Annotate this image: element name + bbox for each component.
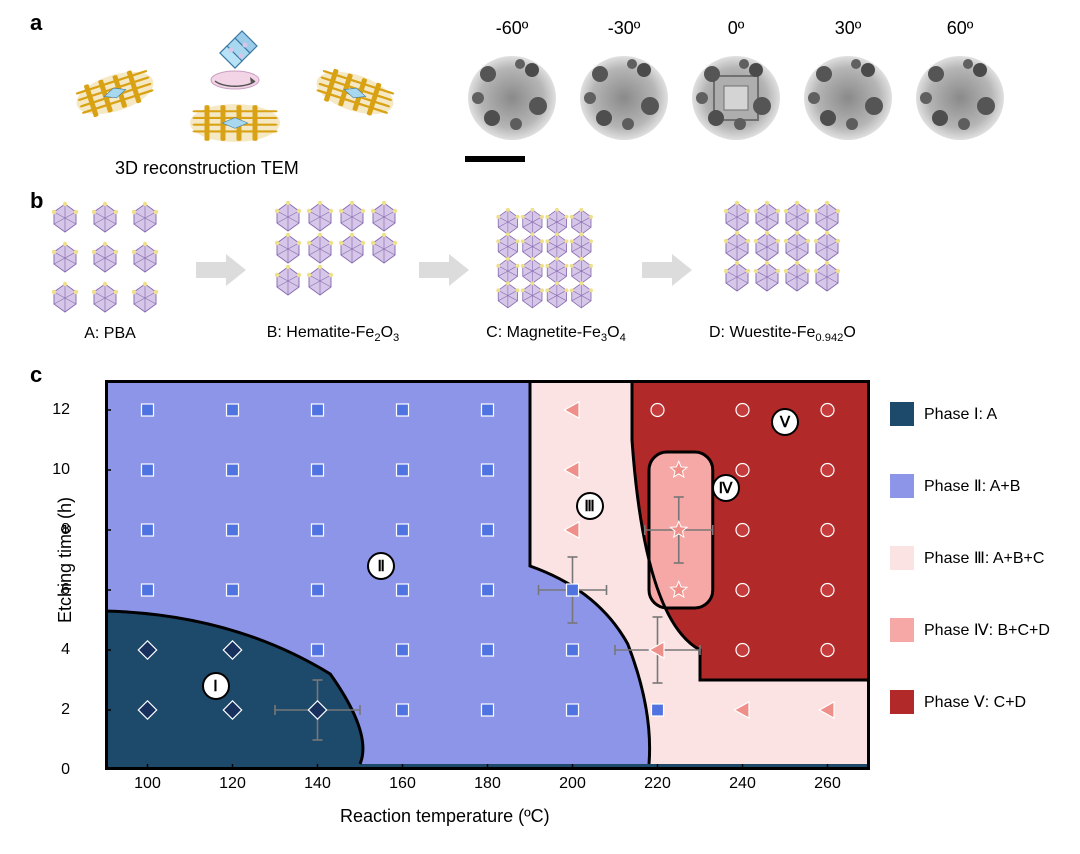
y-tick-label: 2 [61, 701, 70, 719]
tem-image [572, 44, 676, 148]
region-label-III: Ⅲ [576, 492, 604, 520]
panel-a: 3D reconstruction TEM -60º -30º [40, 18, 1040, 183]
region-label-I: Ⅰ [202, 672, 230, 700]
legend-swatch [890, 690, 914, 714]
legend-item: Phase Ⅲ: A+B+C [890, 544, 1070, 572]
legend-label: Phase Ⅱ: A+B [924, 476, 1020, 496]
structure-B: B: Hematite-Fe2O3 [263, 195, 403, 344]
structure-label: B: Hematite-Fe2O3 [267, 324, 400, 344]
y-tick-label: 8 [61, 521, 70, 539]
chart-svg [105, 380, 870, 770]
tem-image [908, 44, 1012, 148]
tem-tilt-column: -60º [460, 18, 564, 173]
tem-angle-label: -30º [608, 18, 641, 40]
structure-D: D: Wuestite-Fe0.942O [709, 195, 856, 344]
structure-A: A: PBA [40, 196, 180, 343]
tem-tilt-column: 30º [796, 18, 900, 173]
tem-image [684, 44, 788, 148]
structure-model-icon [263, 195, 403, 320]
x-tick-label: 140 [304, 775, 331, 793]
x-tick-label: 100 [134, 775, 161, 793]
region-label-IV: Ⅳ [712, 474, 740, 502]
tem-tilt-series: -60º -30º [460, 18, 1040, 173]
tem-angle-label: -60º [496, 18, 529, 40]
structure-label: C: Magnetite-Fe3O4 [486, 324, 626, 344]
structure-model-icon [40, 196, 180, 321]
structure-label: D: Wuestite-Fe0.942O [709, 324, 856, 344]
y-tick-label: 10 [52, 461, 70, 479]
legend-label: Phase Ⅲ: A+B+C [924, 548, 1044, 568]
tem-schematic [65, 18, 405, 153]
scalebar [465, 156, 525, 162]
structure-model-icon [486, 195, 626, 320]
x-tick-label: 240 [729, 775, 756, 793]
tem-schematic-svg [65, 18, 405, 153]
x-tick-label: 260 [814, 775, 841, 793]
legend-swatch [890, 402, 914, 426]
structure-model-icon [712, 195, 852, 320]
legend-item: Phase Ⅳ: B+C+D [890, 616, 1070, 644]
x-tick-label: 160 [389, 775, 416, 793]
structure-row: A: PBA [40, 195, 940, 344]
tem-image [460, 44, 564, 148]
tem-tilt-column: 0º [684, 18, 788, 173]
x-tick-label: 120 [219, 775, 246, 793]
x-tick-label: 200 [559, 775, 586, 793]
legend: Phase Ⅰ: A Phase Ⅱ: A+B Phase Ⅲ: A+B+C Phas… [890, 400, 1070, 760]
legend-item: Phase Ⅴ: C+D [890, 688, 1070, 716]
tem-schematic-caption: 3D reconstruction TEM [115, 158, 299, 179]
x-tick-label: 180 [474, 775, 501, 793]
legend-label: Phase Ⅳ: B+C+D [924, 620, 1050, 640]
phase-diagram-chart: ⅠⅡⅢⅣⅤ [105, 380, 870, 770]
legend-item: Phase Ⅱ: A+B [890, 472, 1070, 500]
x-tick-label: 220 [644, 775, 671, 793]
x-axis-title: Reaction temperature (ºC) [340, 806, 550, 827]
y-axis-title: Etching time (h) [55, 460, 76, 660]
y-tick-label: 4 [61, 641, 70, 659]
legend-swatch [890, 618, 914, 642]
y-tick-label: 12 [52, 401, 70, 419]
legend-swatch [890, 474, 914, 498]
figure-root: a b c [0, 0, 1080, 854]
structure-C: C: Magnetite-Fe3O4 [486, 195, 626, 344]
panel-b: A: PBA [40, 195, 940, 355]
tem-angle-label: 30º [835, 18, 862, 40]
y-tick-label: 6 [61, 581, 70, 599]
tem-angle-label: 0º [728, 18, 745, 40]
legend-label: Phase Ⅴ: C+D [924, 692, 1026, 712]
tem-image [796, 44, 900, 148]
region-label-V: Ⅴ [771, 408, 799, 436]
legend-item: Phase Ⅰ: A [890, 400, 1070, 428]
tem-angle-label: 60º [947, 18, 974, 40]
legend-swatch [890, 546, 914, 570]
legend-label: Phase Ⅰ: A [924, 404, 997, 424]
arrow-icon [194, 250, 249, 290]
tem-tilt-column: 60º [908, 18, 1012, 173]
y-tick-label: 0 [61, 761, 70, 779]
arrow-icon [640, 250, 695, 290]
arrow-icon [417, 250, 472, 290]
structure-label: A: PBA [84, 325, 136, 343]
tem-tilt-column: -30º [572, 18, 676, 173]
panel-c: Etching time (h) ⅠⅡⅢⅣⅤ 024681012 1001201… [40, 370, 1040, 835]
